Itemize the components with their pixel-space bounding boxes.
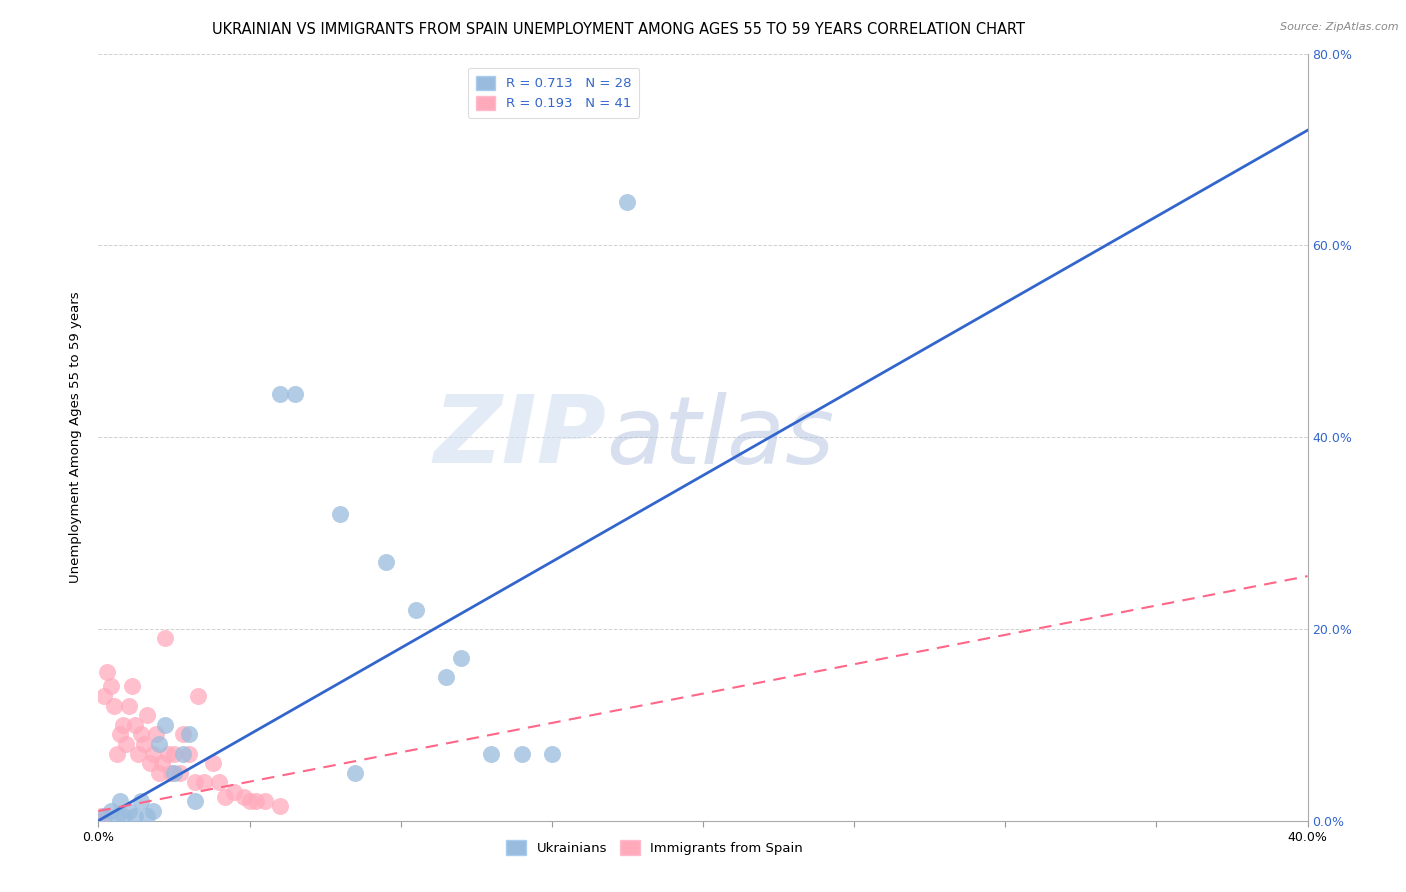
Y-axis label: Unemployment Among Ages 55 to 59 years: Unemployment Among Ages 55 to 59 years — [69, 292, 83, 582]
Text: Source: ZipAtlas.com: Source: ZipAtlas.com — [1281, 22, 1399, 32]
Point — [105, 809, 128, 823]
Point — [127, 747, 149, 761]
Point — [163, 765, 186, 780]
Point — [208, 775, 231, 789]
Point — [179, 747, 201, 761]
Point — [105, 747, 128, 761]
Point — [481, 747, 503, 761]
Point — [103, 698, 125, 713]
Point — [96, 665, 118, 679]
Point — [184, 775, 207, 789]
Point — [450, 650, 472, 665]
Point — [100, 680, 122, 694]
Point — [163, 747, 186, 761]
Point — [139, 756, 162, 771]
Point — [239, 795, 262, 809]
Point — [129, 727, 152, 741]
Point — [269, 387, 291, 401]
Point — [111, 717, 134, 731]
Point — [179, 727, 201, 741]
Point — [142, 804, 165, 818]
Point — [148, 737, 170, 751]
Point — [616, 195, 638, 210]
Point — [405, 603, 427, 617]
Point — [93, 689, 115, 703]
Point — [148, 765, 170, 780]
Point — [93, 809, 115, 823]
Legend: Ukrainians, Immigrants from Spain: Ukrainians, Immigrants from Spain — [501, 835, 808, 860]
Point — [150, 756, 173, 771]
Point — [156, 747, 179, 761]
Text: UKRAINIAN VS IMMIGRANTS FROM SPAIN UNEMPLOYMENT AMONG AGES 55 TO 59 YEARS CORREL: UKRAINIAN VS IMMIGRANTS FROM SPAIN UNEMP… — [212, 22, 1025, 37]
Point — [124, 717, 146, 731]
Point — [184, 795, 207, 809]
Point — [118, 698, 141, 713]
Point — [111, 809, 134, 823]
Point — [284, 387, 307, 401]
Point — [145, 727, 167, 741]
Point — [344, 765, 367, 780]
Point — [540, 747, 562, 761]
Point — [224, 785, 246, 799]
Point — [129, 795, 152, 809]
Point — [135, 809, 157, 823]
Point — [108, 727, 131, 741]
Text: ZIP: ZIP — [433, 391, 606, 483]
Point — [114, 737, 136, 751]
Point — [118, 804, 141, 818]
Point — [160, 765, 183, 780]
Point — [172, 747, 194, 761]
Point — [245, 795, 267, 809]
Point — [253, 795, 276, 809]
Point — [153, 717, 176, 731]
Point — [142, 747, 165, 761]
Point — [153, 632, 176, 646]
Point — [434, 670, 457, 684]
Point — [510, 747, 533, 761]
Point — [269, 799, 291, 814]
Point — [121, 680, 143, 694]
Point — [187, 689, 209, 703]
Point — [214, 789, 236, 804]
Point — [374, 555, 396, 569]
Point — [100, 804, 122, 818]
Point — [90, 809, 112, 823]
Point — [132, 737, 155, 751]
Point — [232, 789, 254, 804]
Point — [329, 507, 352, 521]
Point — [87, 814, 110, 828]
Point — [124, 809, 146, 823]
Point — [108, 795, 131, 809]
Point — [135, 708, 157, 723]
Point — [202, 756, 225, 771]
Point — [169, 765, 191, 780]
Point — [193, 775, 215, 789]
Point — [172, 727, 194, 741]
Text: atlas: atlas — [606, 392, 835, 483]
